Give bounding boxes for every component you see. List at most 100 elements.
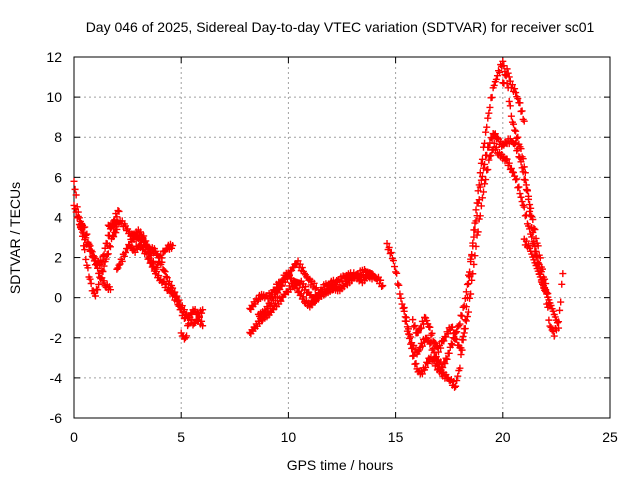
- data-point: [447, 340, 455, 348]
- data-point: [464, 280, 472, 288]
- data-point: [73, 214, 81, 222]
- data-point: [392, 268, 400, 276]
- data-point: [170, 289, 178, 297]
- data-point: [143, 250, 151, 258]
- data-point: [430, 338, 438, 346]
- data-point: [493, 134, 501, 142]
- data-point: [511, 126, 519, 134]
- data-point: [513, 134, 521, 142]
- data-point: [448, 323, 456, 331]
- data-point: [85, 240, 93, 248]
- data-point: [490, 81, 498, 89]
- data-point: [387, 249, 395, 257]
- data-point: [136, 228, 144, 236]
- data-point: [296, 291, 304, 299]
- series-seg-c: [76, 217, 114, 294]
- data-point: [545, 316, 553, 324]
- data-point: [433, 357, 441, 365]
- data-point: [520, 203, 528, 211]
- data-point: [155, 272, 163, 280]
- data-point: [510, 120, 518, 128]
- data-point: [94, 264, 102, 272]
- data-point: [440, 337, 448, 345]
- data-point: [169, 242, 177, 250]
- data-point: [476, 212, 484, 220]
- data-point: [82, 255, 90, 263]
- data-point: [86, 242, 94, 250]
- data-point: [477, 159, 485, 167]
- data-point: [311, 285, 319, 293]
- data-point: [100, 277, 108, 285]
- data-point: [490, 139, 498, 147]
- data-point: [101, 244, 109, 252]
- data-point: [394, 280, 402, 288]
- data-point: [398, 300, 406, 308]
- data-point: [179, 308, 187, 316]
- data-point: [91, 292, 99, 300]
- data-point: [463, 313, 471, 321]
- data-point: [312, 284, 320, 292]
- data-point: [88, 248, 96, 256]
- data-point: [91, 261, 99, 269]
- data-point: [432, 342, 440, 350]
- data-point: [115, 261, 123, 269]
- data-point: [512, 89, 520, 97]
- data-point: [172, 293, 180, 301]
- plot-frame: [73, 56, 611, 419]
- data-point: [505, 73, 513, 81]
- data-point: [515, 183, 523, 191]
- data-point: [550, 332, 558, 340]
- data-point: [71, 205, 79, 213]
- data-point: [483, 123, 491, 131]
- data-point: [162, 280, 170, 288]
- data-point: [532, 234, 540, 242]
- data-point: [461, 325, 469, 333]
- data-point: [98, 259, 106, 267]
- data-point: [104, 250, 112, 258]
- data-point: [507, 164, 515, 172]
- data-point: [389, 257, 397, 265]
- data-point: [128, 238, 136, 246]
- series-seg-a: [70, 177, 121, 300]
- data-point: [81, 246, 89, 254]
- data-point: [82, 231, 90, 239]
- data-point: [468, 276, 476, 284]
- data-point: [451, 329, 459, 337]
- data-point: [383, 240, 391, 248]
- x-tick-label: 25: [602, 429, 618, 445]
- data-point: [519, 201, 527, 209]
- x-axis-label: GPS time / hours: [287, 457, 394, 473]
- data-point: [428, 329, 436, 337]
- data-point: [422, 363, 430, 371]
- data-point: [476, 169, 484, 177]
- data-point: [277, 297, 285, 305]
- data-point: [414, 329, 422, 337]
- series-seg-g: [177, 305, 207, 343]
- data-point: [518, 164, 526, 172]
- data-point: [492, 143, 500, 151]
- data-point: [305, 276, 313, 284]
- data-point: [100, 251, 108, 259]
- data-point: [457, 344, 465, 352]
- data-point: [518, 107, 526, 115]
- data-point: [507, 112, 515, 120]
- data-point: [534, 242, 542, 250]
- data-point: [425, 323, 433, 331]
- data-point: [174, 301, 182, 309]
- data-point: [555, 324, 563, 332]
- data-point: [503, 65, 511, 73]
- data-point: [199, 306, 207, 314]
- data-point: [481, 160, 489, 168]
- data-point: [278, 282, 286, 290]
- data-point: [454, 372, 462, 380]
- data-point: [527, 204, 535, 212]
- data-point: [517, 193, 525, 201]
- y-tick-label: 10: [46, 89, 62, 105]
- data-point: [456, 320, 464, 328]
- data-point: [451, 383, 459, 391]
- data-point: [289, 283, 297, 291]
- data-point: [72, 191, 80, 199]
- data-point: [110, 233, 118, 241]
- data-point: [407, 333, 415, 341]
- data-point: [516, 99, 524, 107]
